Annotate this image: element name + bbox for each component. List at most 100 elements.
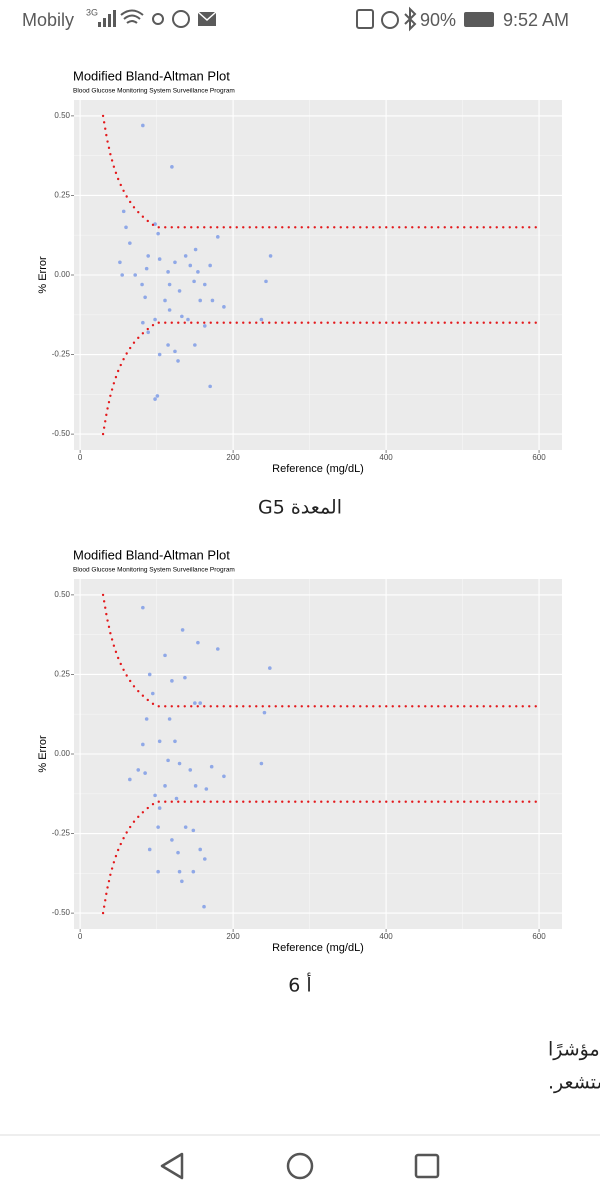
data-point bbox=[202, 904, 206, 909]
data-point bbox=[133, 273, 137, 277]
battery-percent: 90% bbox=[420, 10, 456, 30]
data-point bbox=[174, 796, 179, 801]
data-point bbox=[191, 869, 196, 874]
data-point bbox=[144, 717, 149, 721]
x-tick-label: 0 bbox=[78, 453, 83, 462]
clock: 9:52 AM bbox=[503, 10, 569, 30]
data-point bbox=[128, 241, 132, 245]
data-point bbox=[173, 349, 177, 354]
data-point bbox=[153, 793, 157, 798]
data-point bbox=[173, 260, 177, 265]
data-point bbox=[166, 343, 170, 347]
data-point bbox=[167, 308, 172, 312]
data-point bbox=[180, 314, 184, 319]
chart-title: Modified Bland-Altman Plot bbox=[73, 547, 230, 562]
data-point bbox=[170, 679, 174, 683]
whatsapp-icon bbox=[172, 10, 190, 28]
data-point bbox=[202, 857, 207, 861]
data-point bbox=[141, 605, 145, 610]
data-point bbox=[157, 257, 162, 261]
chart: Modified Bland-Altman Plot Blood Glucose … bbox=[37, 68, 562, 475]
x-tick-label: 200 bbox=[226, 932, 240, 941]
data-point bbox=[180, 879, 184, 884]
data-point bbox=[209, 764, 214, 769]
data-point bbox=[166, 758, 170, 763]
data-point bbox=[176, 359, 180, 363]
data-point bbox=[163, 784, 167, 788]
data-point bbox=[268, 666, 272, 670]
data-point bbox=[196, 640, 200, 645]
data-point bbox=[198, 701, 203, 705]
x-tick-label: 600 bbox=[532, 932, 546, 941]
data-point bbox=[215, 235, 220, 239]
data-point bbox=[193, 343, 197, 347]
data-point bbox=[136, 768, 141, 772]
data-point bbox=[128, 777, 132, 782]
data-point bbox=[157, 806, 162, 810]
y-tick-label: 0.50 bbox=[54, 590, 70, 599]
data-point bbox=[141, 742, 145, 747]
data-point bbox=[210, 298, 215, 303]
chart: Modified Bland-Altman Plot Blood Glucose … bbox=[37, 547, 562, 954]
data-point bbox=[167, 717, 172, 721]
data-point bbox=[180, 628, 185, 632]
data-point bbox=[121, 209, 126, 214]
data-point bbox=[156, 825, 160, 829]
data-point bbox=[186, 317, 190, 322]
data-point bbox=[193, 247, 198, 252]
caption: المعدة G5 bbox=[258, 497, 342, 519]
data-saver-icon bbox=[152, 13, 164, 25]
data-point bbox=[166, 270, 170, 274]
data-point bbox=[143, 295, 147, 300]
data-point bbox=[153, 397, 157, 401]
nfc-icon bbox=[356, 9, 374, 29]
data-point bbox=[264, 279, 268, 284]
data-point bbox=[146, 330, 150, 335]
data-point bbox=[163, 298, 167, 303]
y-tick-label: -0.50 bbox=[52, 429, 71, 438]
data-point bbox=[156, 869, 160, 874]
network-type: 3G bbox=[86, 7, 98, 17]
data-point bbox=[208, 263, 212, 268]
y-tick-label: 0.00 bbox=[54, 749, 70, 758]
paragraph-line: في حين أن هذه لا تعطي مرجعًا مطلقًا ، فإ… bbox=[548, 1037, 600, 1062]
data-point bbox=[193, 701, 197, 705]
x-axis-label: Reference (mg/dL) bbox=[272, 942, 364, 954]
data-point bbox=[147, 847, 152, 852]
data-point bbox=[192, 279, 196, 284]
y-tick-label: 0.25 bbox=[54, 191, 70, 200]
recents-button[interactable] bbox=[414, 1153, 440, 1179]
data-point bbox=[202, 324, 207, 328]
data-point bbox=[163, 653, 167, 658]
data-point bbox=[183, 254, 188, 258]
data-point bbox=[118, 260, 122, 265]
data-point bbox=[153, 317, 157, 322]
data-point bbox=[170, 165, 174, 169]
data-point bbox=[259, 317, 264, 322]
data-point bbox=[177, 289, 182, 293]
data-point bbox=[150, 691, 155, 696]
home-button[interactable] bbox=[286, 1152, 314, 1180]
data-point bbox=[146, 254, 150, 258]
data-point bbox=[183, 675, 187, 680]
data-point bbox=[183, 825, 188, 829]
data-point bbox=[188, 263, 193, 268]
y-tick-label: 0.00 bbox=[54, 270, 70, 279]
data-point bbox=[191, 828, 196, 833]
data-point bbox=[156, 231, 160, 236]
data-point bbox=[140, 282, 144, 287]
charts: Modified Bland-Altman Plot Blood Glucose … bbox=[37, 68, 562, 954]
data-point bbox=[222, 305, 226, 309]
data-point bbox=[147, 672, 152, 677]
x-axis-label: Reference (mg/dL) bbox=[272, 463, 364, 475]
bluetooth-icon bbox=[404, 6, 417, 32]
data-point bbox=[176, 850, 180, 855]
data-point bbox=[167, 282, 172, 287]
y-axis-label: % Error bbox=[37, 256, 49, 294]
battery-icon bbox=[464, 12, 494, 27]
x-tick-label: 0 bbox=[78, 932, 83, 941]
y-axis-label: % Error bbox=[37, 735, 49, 773]
data-point bbox=[157, 352, 162, 357]
back-button[interactable] bbox=[160, 1152, 184, 1180]
data-point bbox=[215, 647, 220, 651]
